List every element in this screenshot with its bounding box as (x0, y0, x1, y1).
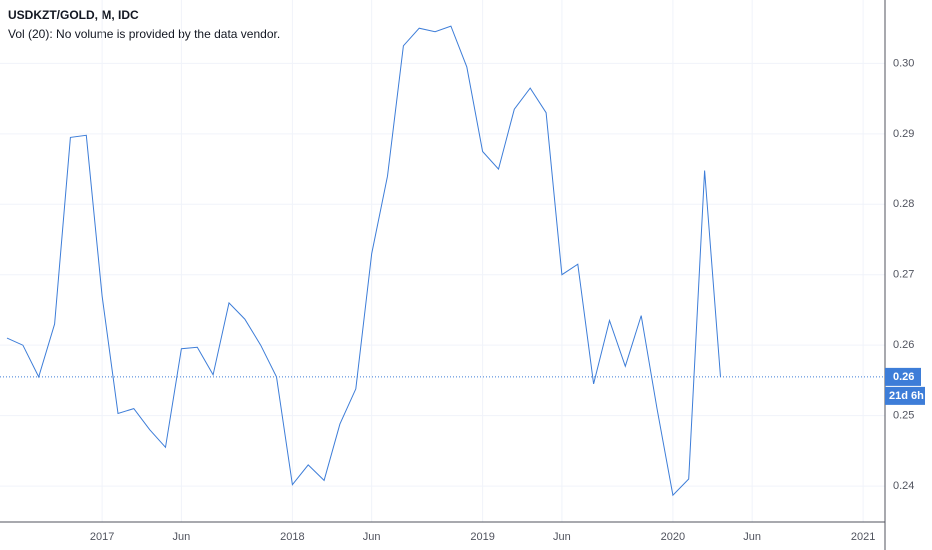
x-tick-label: 2019 (470, 531, 494, 543)
chart-title: USDKZT/GOLD, M, IDC (8, 8, 139, 22)
y-tick-label: 0.27 (893, 269, 914, 281)
y-tick-label: 0.28 (893, 198, 914, 210)
x-tick-label: Jun (553, 531, 571, 543)
last-price-box (885, 367, 921, 386)
x-tick-label: Jun (743, 531, 761, 543)
x-tick-label: 2017 (90, 531, 114, 543)
chart-subtitle: Vol (20): No volume is provided by the d… (8, 27, 280, 41)
y-tick-label: 0.24 (893, 480, 914, 492)
countdown-box (885, 386, 925, 405)
x-tick-label: 2020 (661, 531, 685, 543)
y-tick-label: 0.30 (893, 57, 914, 69)
y-tick-label: 0.29 (893, 128, 914, 140)
last-price-label: 0.26 (893, 371, 914, 383)
y-tick-label: 0.26 (893, 339, 914, 351)
x-tick-label: Jun (363, 531, 381, 543)
countdown-label: 21d 6h (889, 390, 924, 402)
price-line (6, 25, 721, 497)
x-tick-label: Jun (173, 531, 191, 543)
x-tick-label: 2018 (280, 531, 304, 543)
x-tick-label: 2021 (851, 531, 875, 543)
y-tick-label: 0.25 (893, 410, 914, 422)
